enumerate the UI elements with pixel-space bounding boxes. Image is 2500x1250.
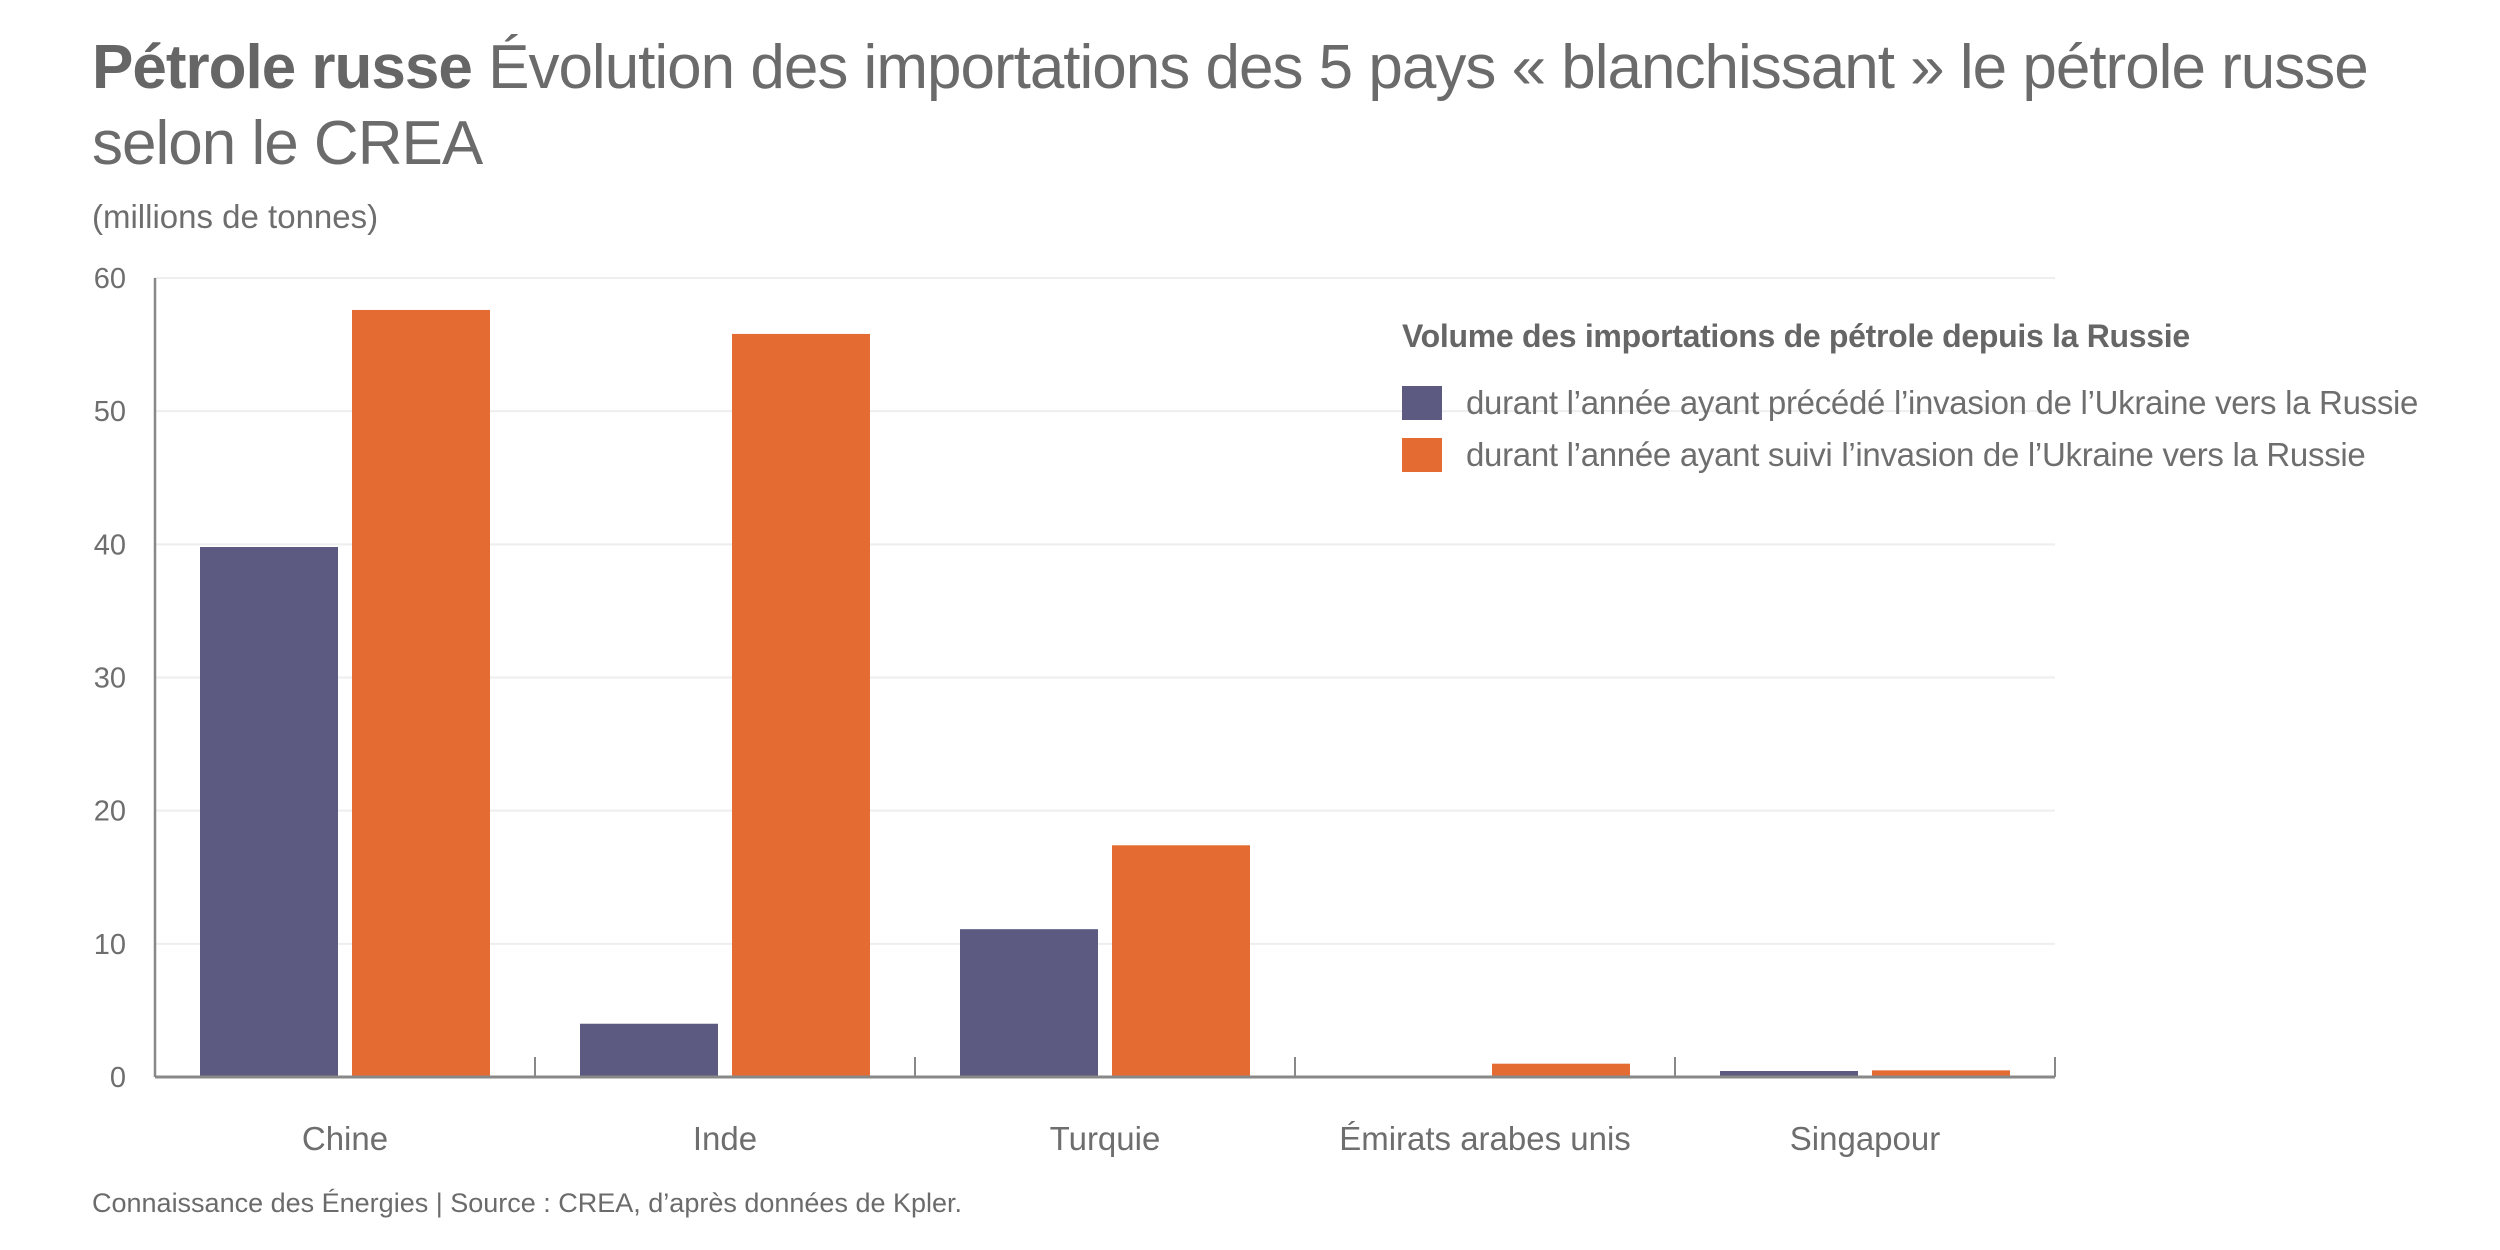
legend-label-before: durant l’année ayant précédé l’invasion … bbox=[1466, 384, 2419, 421]
y-tick-label: 10 bbox=[94, 929, 126, 961]
axes bbox=[153, 278, 2056, 1079]
y-tick-label: 60 bbox=[94, 263, 126, 295]
chart-title: Pétrole russe Évolution des importations… bbox=[92, 30, 2472, 182]
y-tick-label: 40 bbox=[94, 529, 126, 561]
y-tick-labels: 0 10 20 30 40 50 60 bbox=[94, 263, 126, 1094]
legend-swatch-after bbox=[1402, 438, 1442, 472]
x-tick-label: Singapour bbox=[1790, 1120, 1940, 1157]
source-footer: Connaissance des Énergies | Source : CRE… bbox=[92, 1188, 963, 1218]
x-tick-label: Turquie bbox=[1050, 1120, 1161, 1157]
bar-after bbox=[352, 309, 490, 1078]
legend-swatch-before bbox=[1402, 386, 1442, 420]
bar-after bbox=[1492, 1063, 1630, 1077]
y-tick-label: 30 bbox=[94, 663, 126, 695]
legend-item-after: durant l’année ayant suivi l’invasion de… bbox=[1402, 429, 2418, 481]
bar-before bbox=[960, 929, 1098, 1077]
bar-before bbox=[580, 1023, 718, 1077]
y-tick-label: 50 bbox=[94, 396, 126, 428]
legend-title: Volume des importations de pétrole depui… bbox=[1402, 318, 2190, 354]
bar-before bbox=[200, 546, 338, 1077]
x-tick-label: Inde bbox=[693, 1120, 757, 1157]
bar-before bbox=[1720, 1071, 1858, 1077]
chart-title-bold: Pétrole russe bbox=[92, 33, 473, 102]
y-tick-label: 0 bbox=[110, 1062, 126, 1094]
legend: Volume des importations de pétrole depui… bbox=[1402, 318, 2418, 481]
x-tick-labels: Chine Inde Turquie Émirats arabes unis Singa… bbox=[302, 1120, 1940, 1157]
x-tick-label: Émirats arabes unis bbox=[1339, 1120, 1631, 1157]
bar-after bbox=[1112, 845, 1250, 1077]
x-tick-label: Chine bbox=[302, 1120, 388, 1157]
chart-title-rest: Évolution des importations des 5 pays « … bbox=[92, 33, 2369, 178]
y-axis-units: (millions de tonnes) bbox=[92, 198, 379, 235]
bar-after bbox=[732, 333, 870, 1077]
legend-item-before: durant l’année ayant précédé l’invasion … bbox=[1402, 377, 2418, 429]
y-tick-label: 20 bbox=[94, 796, 126, 828]
legend-label-after: durant l’année ayant suivi l’invasion de… bbox=[1466, 436, 2366, 473]
bars bbox=[200, 309, 2010, 1078]
bar-after bbox=[1872, 1070, 2010, 1077]
